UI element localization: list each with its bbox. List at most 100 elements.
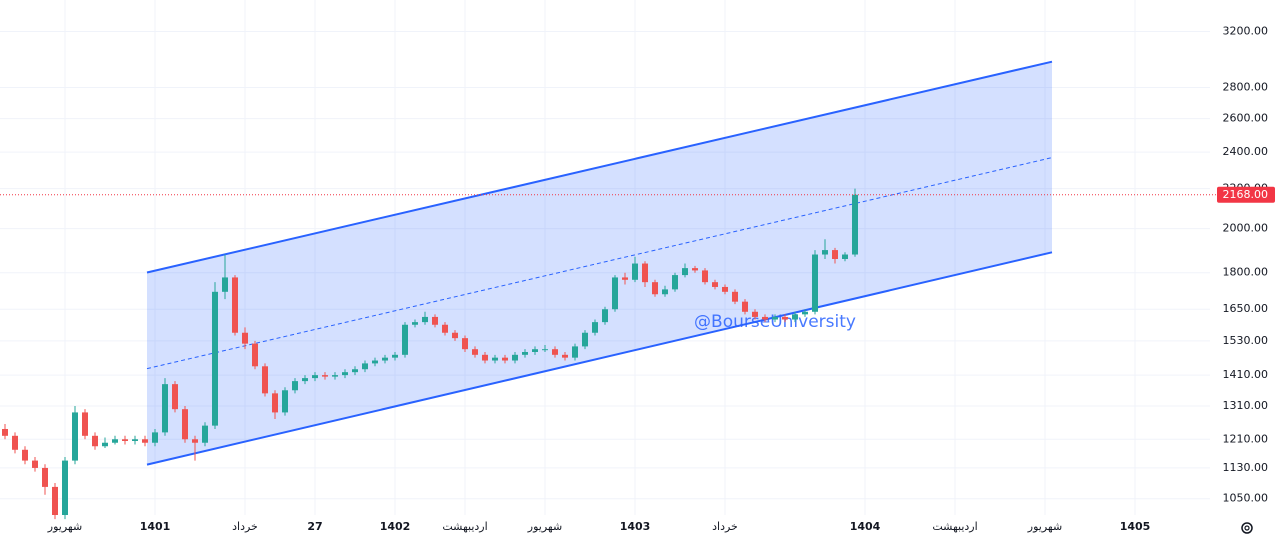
x-tick-label: 27	[307, 520, 322, 533]
candle-body	[192, 439, 198, 443]
channel-upper	[146, 60, 1053, 274]
candle-body	[502, 357, 508, 361]
y-tick-label: 1310.00	[1223, 399, 1269, 412]
y-tick-label: 2800.00	[1223, 81, 1269, 94]
candle-body	[292, 381, 298, 391]
candle-body	[742, 301, 748, 312]
candle-body	[562, 354, 568, 358]
x-tick-label: شهریور	[1027, 520, 1062, 533]
candle-body	[182, 409, 188, 440]
candle-body	[782, 316, 788, 320]
y-tick-label: 3200.00	[1223, 25, 1269, 38]
candle-body	[762, 316, 768, 320]
candle-body	[672, 275, 678, 290]
candle-body	[12, 435, 18, 450]
y-tick-label: 1210.00	[1223, 432, 1269, 445]
candle-body	[692, 268, 698, 271]
x-tick-label: شهریور	[527, 520, 562, 533]
candle-body	[422, 316, 428, 323]
candle-body	[582, 332, 588, 347]
candle-body	[2, 428, 8, 436]
candle-body	[142, 439, 148, 443]
candle-body	[642, 263, 648, 283]
y-tick-label: 1410.00	[1223, 368, 1269, 381]
x-tick-label: خرداد	[712, 520, 738, 533]
y-tick-label: 1650.00	[1223, 302, 1269, 315]
x-tick-label: 1403	[620, 520, 651, 533]
candle-body	[812, 254, 818, 312]
x-tick-label: 1402	[380, 520, 411, 533]
candle-body	[152, 432, 158, 443]
candle-body	[232, 277, 238, 333]
candle-body	[222, 277, 228, 292]
candle-body	[492, 357, 498, 361]
candle-body	[482, 354, 488, 361]
y-tick-label: 1800.00	[1223, 266, 1269, 279]
x-tick-label: اردیبهشت	[442, 520, 487, 533]
candle-body	[722, 286, 728, 292]
candle-body	[472, 349, 478, 355]
candle-body	[632, 263, 638, 280]
candle-body	[42, 467, 48, 487]
candle-body	[172, 384, 178, 410]
candle-body	[272, 393, 278, 413]
candle-body	[822, 250, 828, 255]
axes: 1050.00 1130.00 1210.00 1310.00 1410.00 1530.…	[0, 25, 1275, 533]
candle-body	[592, 322, 598, 333]
candle-body	[512, 354, 518, 361]
candle-body	[552, 349, 558, 355]
candle-body	[32, 460, 38, 468]
candle-body	[652, 282, 658, 295]
candle-body	[682, 268, 688, 276]
candle-body	[82, 412, 88, 436]
candle-body	[382, 357, 388, 361]
candle-body	[712, 282, 718, 287]
settings-icon[interactable]	[1241, 522, 1253, 534]
candle-body	[332, 375, 338, 377]
x-tick-label: 1401	[140, 520, 171, 533]
candle-body	[22, 449, 28, 461]
candle-body	[202, 425, 208, 443]
candle-body	[342, 372, 348, 376]
candle-body	[802, 311, 808, 315]
x-tick-label: 1404	[850, 520, 881, 533]
candle-body	[322, 375, 328, 377]
y-tick-label: 2600.00	[1223, 112, 1269, 125]
candle-body	[852, 194, 858, 255]
x-tick-label: شهریور	[47, 520, 82, 533]
candle-body	[792, 314, 798, 320]
candle-body	[732, 291, 738, 302]
candle-body	[662, 289, 668, 295]
last-price-badge	[1217, 186, 1275, 203]
candles	[2, 188, 858, 520]
candle-body	[412, 322, 418, 325]
candle-body	[162, 384, 168, 433]
candle-body	[842, 254, 848, 260]
candle-body	[52, 486, 58, 515]
candle-body	[542, 349, 548, 351]
y-tick-label: 1050.00	[1223, 492, 1269, 505]
candle-body	[282, 390, 288, 413]
candle-body	[302, 378, 308, 382]
candle-body	[832, 250, 838, 260]
channel[interactable]	[146, 60, 1053, 466]
candle-body	[132, 439, 138, 441]
candle-body	[92, 435, 98, 447]
candle-body	[372, 360, 378, 364]
candle-body	[612, 277, 618, 310]
candle-body	[212, 291, 218, 426]
candle-body	[242, 332, 248, 344]
candle-body	[262, 366, 268, 394]
candle-body	[452, 332, 458, 339]
y-tick-label: 2400.00	[1223, 145, 1269, 158]
candle-body	[72, 412, 78, 461]
candle-body	[392, 354, 398, 358]
grid	[0, 0, 1210, 515]
candle-body	[522, 351, 528, 355]
candle-body	[752, 311, 758, 317]
candle-body	[602, 309, 608, 323]
candle-body	[362, 363, 368, 370]
y-tick-label: 1130.00	[1223, 461, 1269, 474]
candle-body	[312, 375, 318, 379]
y-tick-label: 2000.00	[1223, 222, 1269, 235]
